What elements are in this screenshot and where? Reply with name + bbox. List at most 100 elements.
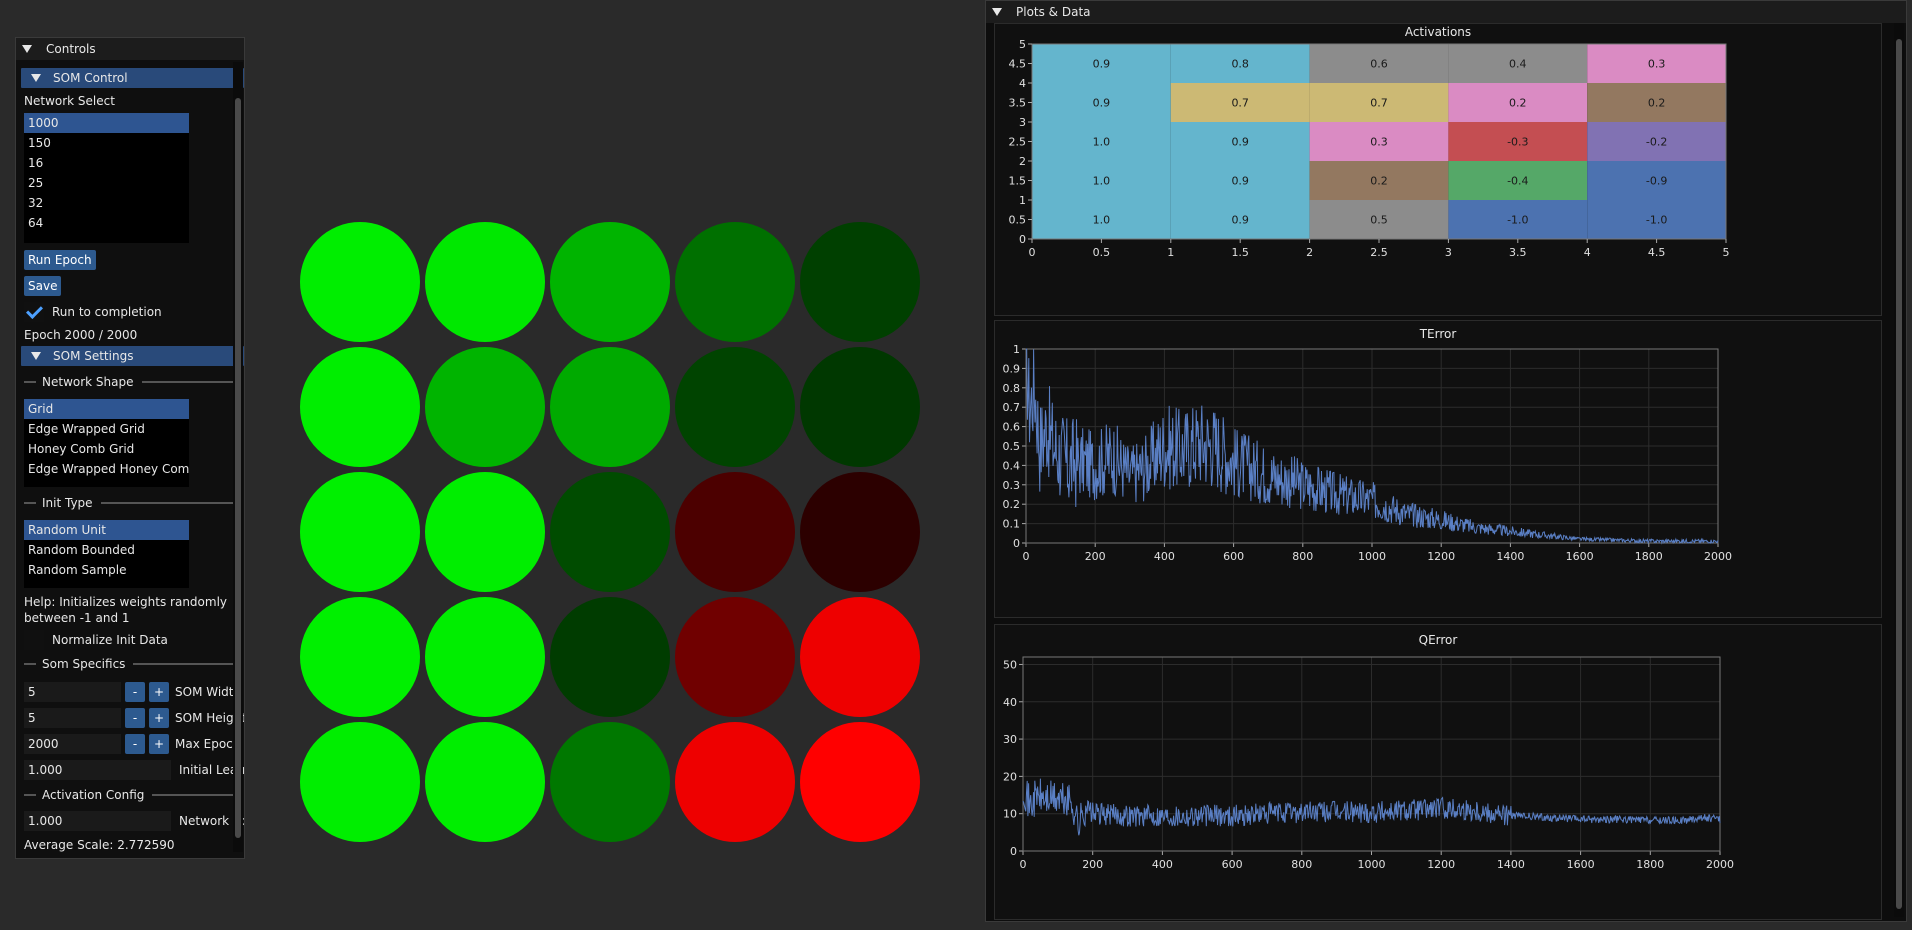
shape-list-item[interactable]: Edge Wrapped Honey Comb	[28, 462, 189, 476]
plots-window: Plots & Data Activations 0.9 0.8 0.6 0.4 0.3…	[985, 0, 1907, 922]
x-tick-label: 0	[1023, 550, 1030, 563]
shape-list-item[interactable]: Honey Comb Grid	[28, 442, 135, 456]
qerror-line-chart[interactable]: 0 200 400 600 800 1000 1200 1400 1600 1800 2000 0 10…	[995, 625, 1881, 919]
x-tick-label: 1400	[1497, 858, 1525, 871]
controls-title: Controls	[46, 42, 96, 56]
qerror-title: QError	[1418, 633, 1458, 647]
network-shape-list[interactable]: Grid Edge Wrapped Grid Honey Comb Grid Edge…	[24, 399, 189, 487]
heatmap-cell	[1032, 44, 1171, 83]
som-specifics-separator: Som Specifics	[24, 657, 241, 671]
som-control-header[interactable]: SOM Control	[21, 68, 244, 88]
network-list-item[interactable]: 25	[28, 176, 44, 190]
network-activation-input[interactable]: 1.000	[24, 811, 171, 831]
shape-list-item[interactable]: Edge Wrapped Grid	[28, 422, 145, 436]
average-scale-text: Average Scale: 2.772590	[24, 838, 175, 852]
heatmap-cell	[1170, 200, 1310, 239]
activation-config-label: Activation Config	[42, 788, 145, 802]
som-node	[675, 222, 795, 342]
learning-rate-label: Initial Learning Rate	[179, 763, 244, 777]
help-text-line1: Help: Initializes weights randomly	[24, 595, 228, 609]
x-tick-label: 0	[1020, 858, 1027, 871]
max-epoch-increment-button[interactable]: +	[149, 734, 169, 754]
activations-heatmap[interactable]: 0.9 0.8 0.6 0.4 0.3 0.9 0.7 0.7 0.2 0.2 1.0 0.9 0.3 -…	[995, 24, 1881, 315]
plots-scrollbar[interactable]	[1894, 23, 1904, 917]
collapse-triangle-icon	[31, 74, 41, 82]
init-type-list[interactable]: Random Unit Random Bounded Random Sample	[24, 520, 189, 588]
network-select-list[interactable]: 1000 150 16 25 32 64	[24, 113, 189, 243]
som-width-decrement-button[interactable]: -	[125, 682, 145, 702]
y-tick-label: 10	[1003, 808, 1017, 821]
heatmap-cell-label: 0.7	[1231, 97, 1249, 110]
activation-config-separator: Activation Config	[24, 788, 241, 802]
x-tick-label: 0.5	[1093, 246, 1111, 259]
som-settings-header[interactable]: SOM Settings	[21, 346, 244, 366]
som-node	[300, 222, 420, 342]
network-list-item[interactable]: 64	[28, 216, 44, 230]
heatmap-cell	[1032, 200, 1171, 239]
som-width-increment-button[interactable]: +	[149, 682, 169, 702]
controls-scrollbar[interactable]	[233, 62, 243, 852]
heatmap-cell-label: -0.4	[1507, 175, 1528, 188]
run-to-completion-checkbox[interactable]: Run to completion	[24, 301, 162, 322]
normalize-init-data-checkbox[interactable]: Normalize Init Data	[24, 630, 168, 650]
network-list-item[interactable]: 1000	[24, 113, 189, 133]
init-type-list-item[interactable]: Random Bounded	[28, 543, 135, 557]
x-tick-label: 1	[1167, 246, 1174, 259]
x-tick-label: 3	[1445, 246, 1452, 259]
som-node	[675, 472, 795, 592]
max-epoch-input[interactable]: 2000	[24, 734, 121, 754]
x-tick-label: 5	[1723, 246, 1730, 259]
x-tick-label: 1.5	[1231, 246, 1249, 259]
som-width-input[interactable]: 5	[24, 682, 121, 702]
x-tick-label: 2000	[1704, 550, 1732, 563]
max-epoch-decrement-button[interactable]: -	[125, 734, 145, 754]
shape-list-item[interactable]: Grid	[24, 399, 189, 419]
learning-rate-input[interactable]: 1.000	[24, 760, 171, 780]
som-height-input[interactable]: 5	[24, 708, 121, 728]
som-settings-header-label: SOM Settings	[53, 349, 134, 363]
heatmap-cell	[1587, 44, 1726, 83]
som-node	[425, 347, 545, 467]
som-node	[800, 597, 920, 717]
heatmap-cell	[1587, 83, 1726, 122]
epoch-status: Epoch 2000 / 2000	[24, 328, 138, 342]
scrollbar-thumb[interactable]	[235, 98, 241, 838]
scrollbar-thumb[interactable]	[1896, 39, 1902, 909]
controls-title-bar[interactable]: Controls	[16, 38, 244, 60]
x-tick-label: 1000	[1358, 550, 1386, 563]
heatmap-cell-label: 0.6	[1370, 58, 1388, 71]
som-height-label: SOM Height	[175, 711, 245, 725]
y-tick-label: 4	[1019, 77, 1026, 90]
y-tick-label: 30	[1003, 733, 1017, 746]
terror-line-chart[interactable]: 0 200 400 600 800 1000 1200 1400 1600 1800 2000 0 0.…	[995, 321, 1881, 617]
init-type-list-item[interactable]: Random Sample	[28, 563, 127, 577]
y-tick-label: 0.7	[1003, 401, 1021, 414]
som-height-decrement-button[interactable]: -	[125, 708, 145, 728]
collapse-triangle-icon[interactable]	[992, 8, 1002, 16]
som-node	[300, 472, 420, 592]
plots-title-bar[interactable]: Plots & Data	[986, 1, 1906, 23]
heatmap-cell	[1587, 200, 1726, 239]
network-select-label: Network Select	[24, 94, 115, 108]
som-node	[675, 722, 795, 842]
collapse-triangle-icon[interactable]	[22, 45, 32, 53]
x-tick-label: 3.5	[1509, 246, 1527, 259]
network-list-item[interactable]: 150	[28, 136, 51, 150]
run-epoch-button[interactable]: Run Epoch	[24, 250, 96, 270]
network-list-item[interactable]: 32	[28, 196, 44, 210]
network-list-item[interactable]: 16	[28, 156, 44, 170]
checkbox-box[interactable]	[24, 301, 44, 322]
som-node	[800, 722, 920, 842]
som-node	[550, 347, 670, 467]
som-height-increment-button[interactable]: +	[149, 708, 169, 728]
network-shape-separator: Network Shape	[24, 375, 241, 389]
som-width-row: 5 - + SOM Width	[24, 681, 241, 703]
heatmap-cell-label: 0.9	[1093, 58, 1111, 71]
som-node	[300, 597, 420, 717]
y-tick-label: 50	[1003, 658, 1017, 671]
heatmap-cell	[1309, 122, 1449, 161]
save-button[interactable]: Save	[24, 276, 62, 296]
heatmap-cell	[1448, 44, 1588, 83]
init-type-list-item[interactable]: Random Unit	[24, 520, 189, 540]
checkbox-box[interactable]	[24, 630, 44, 650]
